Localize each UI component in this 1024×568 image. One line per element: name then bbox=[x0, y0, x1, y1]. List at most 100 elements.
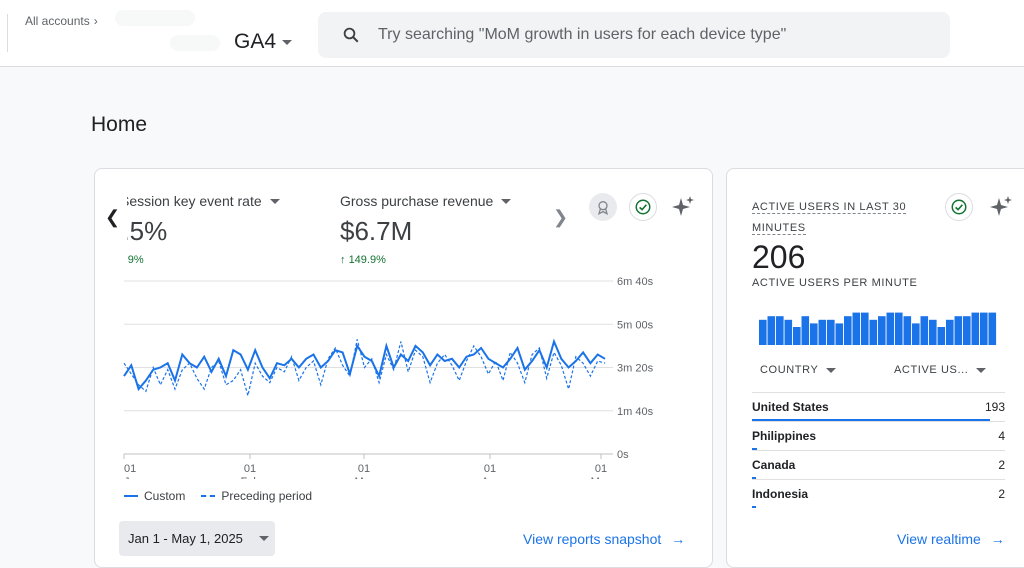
country-value: 2 bbox=[998, 458, 1005, 472]
per-minute-bar bbox=[895, 312, 903, 345]
per-minute-bar bbox=[767, 316, 776, 345]
metric-label: Session key event rate bbox=[127, 193, 262, 209]
country-name: Indonesia bbox=[752, 487, 809, 501]
check-circle-icon[interactable] bbox=[629, 193, 657, 221]
caret-down-icon bbox=[826, 367, 837, 373]
metric-value: 5.5% bbox=[127, 216, 307, 247]
y-tick-label: 5m 00s bbox=[617, 319, 654, 331]
per-minute-bar bbox=[869, 319, 878, 345]
table-row: United States 193 bbox=[752, 392, 1005, 421]
insights-badge-icon[interactable] bbox=[589, 193, 617, 221]
country-value: 193 bbox=[984, 400, 1005, 414]
per-minute-bar bbox=[827, 319, 835, 345]
legend-swatch bbox=[124, 495, 138, 497]
x-tick-label: 01 bbox=[595, 463, 607, 475]
per-minute-bar bbox=[980, 312, 988, 345]
caret-down-icon bbox=[258, 536, 269, 541]
per-minute-bar bbox=[844, 316, 852, 345]
x-tick-label: 01 bbox=[124, 463, 136, 475]
x-tick-label: Feb bbox=[241, 476, 260, 479]
link-label: View reports snapshot bbox=[523, 531, 662, 547]
date-range-selector[interactable]: Jan 1 - May 1, 2025 bbox=[119, 521, 275, 556]
top-bar: All accounts › GA4 bbox=[0, 0, 1024, 67]
per-minute-bar bbox=[963, 316, 971, 345]
legend-item-custom: Custom bbox=[124, 489, 185, 503]
country-name: Canada bbox=[752, 458, 796, 472]
active-users-value: 206 bbox=[752, 239, 806, 275]
per-minute-bar bbox=[946, 319, 954, 345]
series-line-preceding bbox=[123, 339, 606, 396]
per-minute-bar bbox=[759, 319, 767, 345]
legend-label: Custom bbox=[144, 489, 186, 503]
legend-label: Preceding period bbox=[221, 489, 313, 503]
arrow-right-icon: → bbox=[671, 531, 686, 547]
share-bar bbox=[752, 448, 757, 450]
search-bar[interactable] bbox=[318, 12, 950, 58]
country-value: 4 bbox=[998, 429, 1005, 443]
country-name: United States bbox=[752, 400, 829, 414]
metric-delta: ↑ 8.9% bbox=[127, 254, 307, 266]
link-label: View realtime bbox=[897, 531, 981, 547]
x-tick-label: 01 bbox=[484, 463, 496, 475]
per-minute-bar-chart bbox=[759, 312, 997, 345]
column-label: COUNTRY bbox=[760, 364, 819, 376]
metric-delta: ↑ 149.9% bbox=[340, 254, 386, 266]
view-realtime-link[interactable]: View realtime → bbox=[897, 531, 1005, 547]
metric-value: $6.7M bbox=[340, 216, 413, 246]
sparkle-icon[interactable] bbox=[669, 193, 697, 221]
share-bar bbox=[752, 506, 756, 508]
realtime-card: ACTIVE USERS IN LAST 30 MINUTES 206 ACTI… bbox=[726, 168, 1024, 568]
view-reports-snapshot-link[interactable]: View reports snapshot → bbox=[523, 531, 685, 547]
metric-gross-purchase-revenue[interactable]: Gross purchase revenue $6.7M ↑ 149.9% bbox=[340, 193, 512, 266]
all-accounts-link[interactable]: All accounts › bbox=[25, 14, 98, 28]
sparkle-icon[interactable] bbox=[987, 193, 1015, 221]
chevron-right-icon[interactable]: ❯ bbox=[553, 207, 569, 227]
per-minute-bar bbox=[835, 323, 844, 345]
per-minute-bar bbox=[920, 316, 929, 345]
per-minute-bar bbox=[810, 323, 818, 345]
realtime-title[interactable]: ACTIVE USERS IN LAST 30 MINUTES bbox=[752, 197, 912, 239]
search-input[interactable] bbox=[378, 26, 938, 44]
table-row: Philippines 4 bbox=[752, 421, 1005, 450]
caret-down-icon bbox=[282, 39, 293, 45]
metric-delta-text: 8.9% bbox=[127, 254, 144, 266]
table-row: Canada 2 bbox=[752, 450, 1005, 479]
metric-label: Gross purchase revenue bbox=[340, 193, 494, 209]
chart-legend: Custom Preceding period bbox=[124, 489, 312, 503]
y-tick-label: 1m 40s bbox=[617, 406, 654, 418]
y-tick-label: 0s bbox=[617, 449, 629, 461]
y-tick-label: 6m 40s bbox=[617, 276, 654, 288]
property-name: GA4 bbox=[234, 30, 277, 53]
redacted-account-name bbox=[115, 10, 195, 26]
check-circle-icon[interactable] bbox=[945, 193, 973, 221]
per-minute-bar bbox=[784, 319, 793, 345]
per-minute-bar bbox=[988, 312, 997, 345]
column-label: ACTIVE US... bbox=[894, 364, 969, 376]
legend-item-preceding: Preceding period bbox=[201, 489, 312, 503]
per-minute-bar bbox=[971, 312, 980, 345]
x-tick-label: 01 bbox=[244, 463, 256, 475]
x-tick-label: Apr bbox=[481, 476, 498, 479]
x-tick-label: May bbox=[591, 476, 612, 479]
x-tick-label: Mar bbox=[355, 476, 374, 479]
active-users-column-selector[interactable]: ACTIVE US... bbox=[894, 364, 987, 376]
share-bar bbox=[752, 477, 756, 479]
table-row: Indonesia 2 bbox=[752, 479, 1005, 508]
breadcrumb-label: All accounts bbox=[25, 14, 90, 28]
legend-swatch bbox=[201, 495, 216, 497]
metric-label-wrap: Gross purchase revenue bbox=[340, 193, 512, 209]
x-tick-label: Jan bbox=[124, 476, 142, 479]
country-value: 2 bbox=[998, 487, 1005, 501]
redacted-property-id bbox=[170, 35, 220, 51]
chevron-left-icon[interactable]: ❮ bbox=[105, 207, 121, 227]
divider bbox=[7, 14, 8, 52]
property-selector[interactable]: GA4 bbox=[234, 30, 293, 54]
realtime-title-text: ACTIVE USERS IN LAST 30 MINUTES bbox=[752, 201, 907, 235]
share-bar bbox=[752, 419, 990, 421]
country-column-selector[interactable]: COUNTRY bbox=[760, 364, 837, 376]
metric-session-key-event-rate[interactable]: Session key event rate 5.5% ↑ 8.9% bbox=[127, 193, 307, 266]
caret-down-icon bbox=[501, 198, 512, 204]
metric-label-wrap: Session key event rate bbox=[127, 193, 307, 209]
metric-delta-text: 149.9% bbox=[348, 254, 386, 266]
